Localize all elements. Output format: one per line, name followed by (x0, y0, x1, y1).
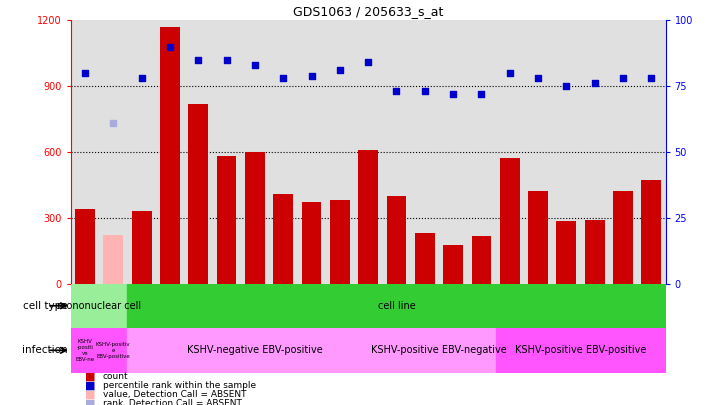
Point (617, 75, 629, 81)
Point (278, 75, 289, 81)
Text: ■: ■ (85, 372, 96, 382)
Point (221, 57, 232, 63)
Bar (71, 284, 127, 328)
Bar (500, 158, 520, 284)
Point (532, 75, 544, 81)
Bar (443, 245, 463, 284)
Text: KSHV
-positi
ve
EBV-ne: KSHV -positi ve EBV-ne (75, 339, 95, 362)
Bar (217, 156, 236, 284)
Point (646, 75, 657, 81)
Point (561, 83, 572, 90)
Bar (75, 209, 95, 284)
Bar (585, 220, 605, 284)
Text: ■: ■ (85, 381, 96, 390)
Text: cell type: cell type (23, 301, 67, 311)
Bar (556, 221, 576, 284)
Point (334, 67, 346, 74)
Text: KSHV-positive EBV-positive: KSHV-positive EBV-positive (515, 345, 646, 355)
Bar (358, 150, 378, 284)
Bar (188, 104, 208, 284)
Point (108, 120, 119, 126)
Point (476, 91, 487, 97)
Bar (382, 328, 496, 373)
Point (419, 88, 430, 95)
Point (362, 59, 374, 66)
Text: rank, Detection Call = ABSENT: rank, Detection Call = ABSENT (103, 399, 241, 405)
Text: KSHV-positiv
e
EBV-positive: KSHV-positiv e EBV-positive (96, 342, 130, 358)
Point (249, 62, 261, 68)
Text: infection: infection (22, 345, 67, 355)
Text: value, Detection Call = ABSENT: value, Detection Call = ABSENT (103, 390, 246, 399)
Bar (330, 200, 350, 284)
Point (136, 75, 147, 81)
Bar (302, 202, 321, 284)
Point (504, 70, 515, 76)
Text: ■: ■ (85, 399, 96, 405)
Bar (496, 328, 666, 373)
Bar (99, 328, 127, 373)
Point (164, 43, 176, 50)
Point (589, 80, 600, 87)
Bar (132, 211, 152, 284)
Text: KSHV-positive EBV-negative: KSHV-positive EBV-negative (371, 345, 507, 355)
Point (447, 91, 459, 97)
Bar (472, 237, 491, 284)
Bar (245, 152, 265, 284)
Point (79, 70, 91, 76)
Bar (641, 180, 661, 284)
Text: ■: ■ (85, 390, 96, 399)
Bar (387, 196, 406, 284)
Bar (160, 27, 180, 284)
Text: cell line: cell line (377, 301, 416, 311)
Bar (415, 233, 435, 284)
Bar (613, 192, 633, 284)
Bar (71, 328, 99, 373)
Bar (273, 194, 293, 284)
Point (391, 88, 402, 95)
Text: KSHV-negative EBV-positive: KSHV-negative EBV-positive (187, 345, 323, 355)
Bar (103, 235, 123, 284)
Point (193, 57, 204, 63)
Bar (528, 192, 548, 284)
Text: mononuclear cell: mononuclear cell (57, 301, 141, 311)
Bar (127, 328, 382, 373)
Text: count: count (103, 372, 128, 381)
Point (306, 72, 317, 79)
Title: GDS1063 / 205633_s_at: GDS1063 / 205633_s_at (293, 5, 443, 18)
Text: percentile rank within the sample: percentile rank within the sample (103, 381, 256, 390)
